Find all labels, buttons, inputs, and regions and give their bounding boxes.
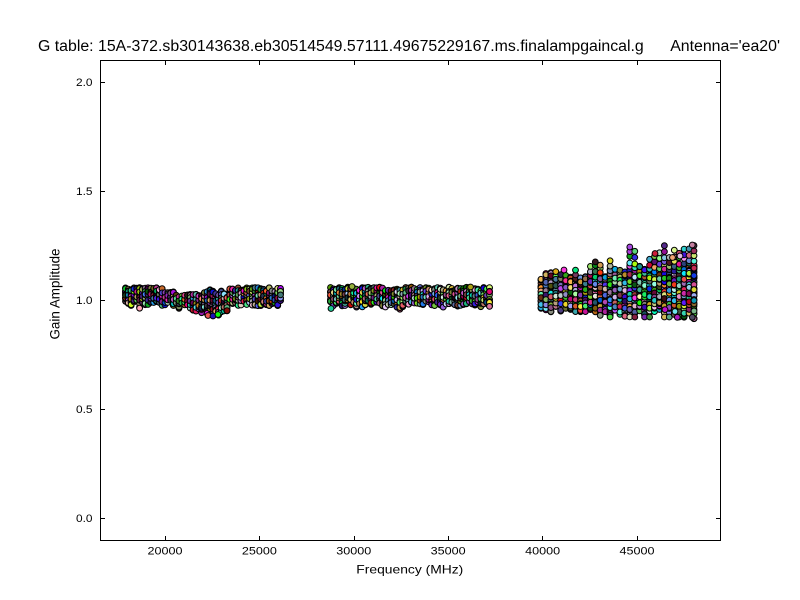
svg-text:40000: 40000 (525, 546, 560, 558)
svg-text:Frequency (MHz): Frequency (MHz) (356, 563, 463, 577)
svg-text:30000: 30000 (336, 546, 371, 558)
svg-text:25000: 25000 (242, 546, 277, 558)
svg-text:0.5: 0.5 (76, 404, 93, 416)
svg-text:G table: 15A-372.sb30143638.eb: G table: 15A-372.sb30143638.eb30514549.5… (38, 38, 780, 55)
svg-text:45000: 45000 (620, 546, 655, 558)
svg-text:1.5: 1.5 (76, 186, 93, 198)
svg-text:1.0: 1.0 (76, 295, 93, 307)
svg-text:2.0: 2.0 (76, 77, 93, 89)
svg-text:35000: 35000 (431, 546, 466, 558)
svg-text:Gain Amplitude: Gain Amplitude (47, 248, 63, 339)
svg-text:0.0: 0.0 (76, 513, 93, 525)
svg-text:20000: 20000 (148, 546, 183, 558)
